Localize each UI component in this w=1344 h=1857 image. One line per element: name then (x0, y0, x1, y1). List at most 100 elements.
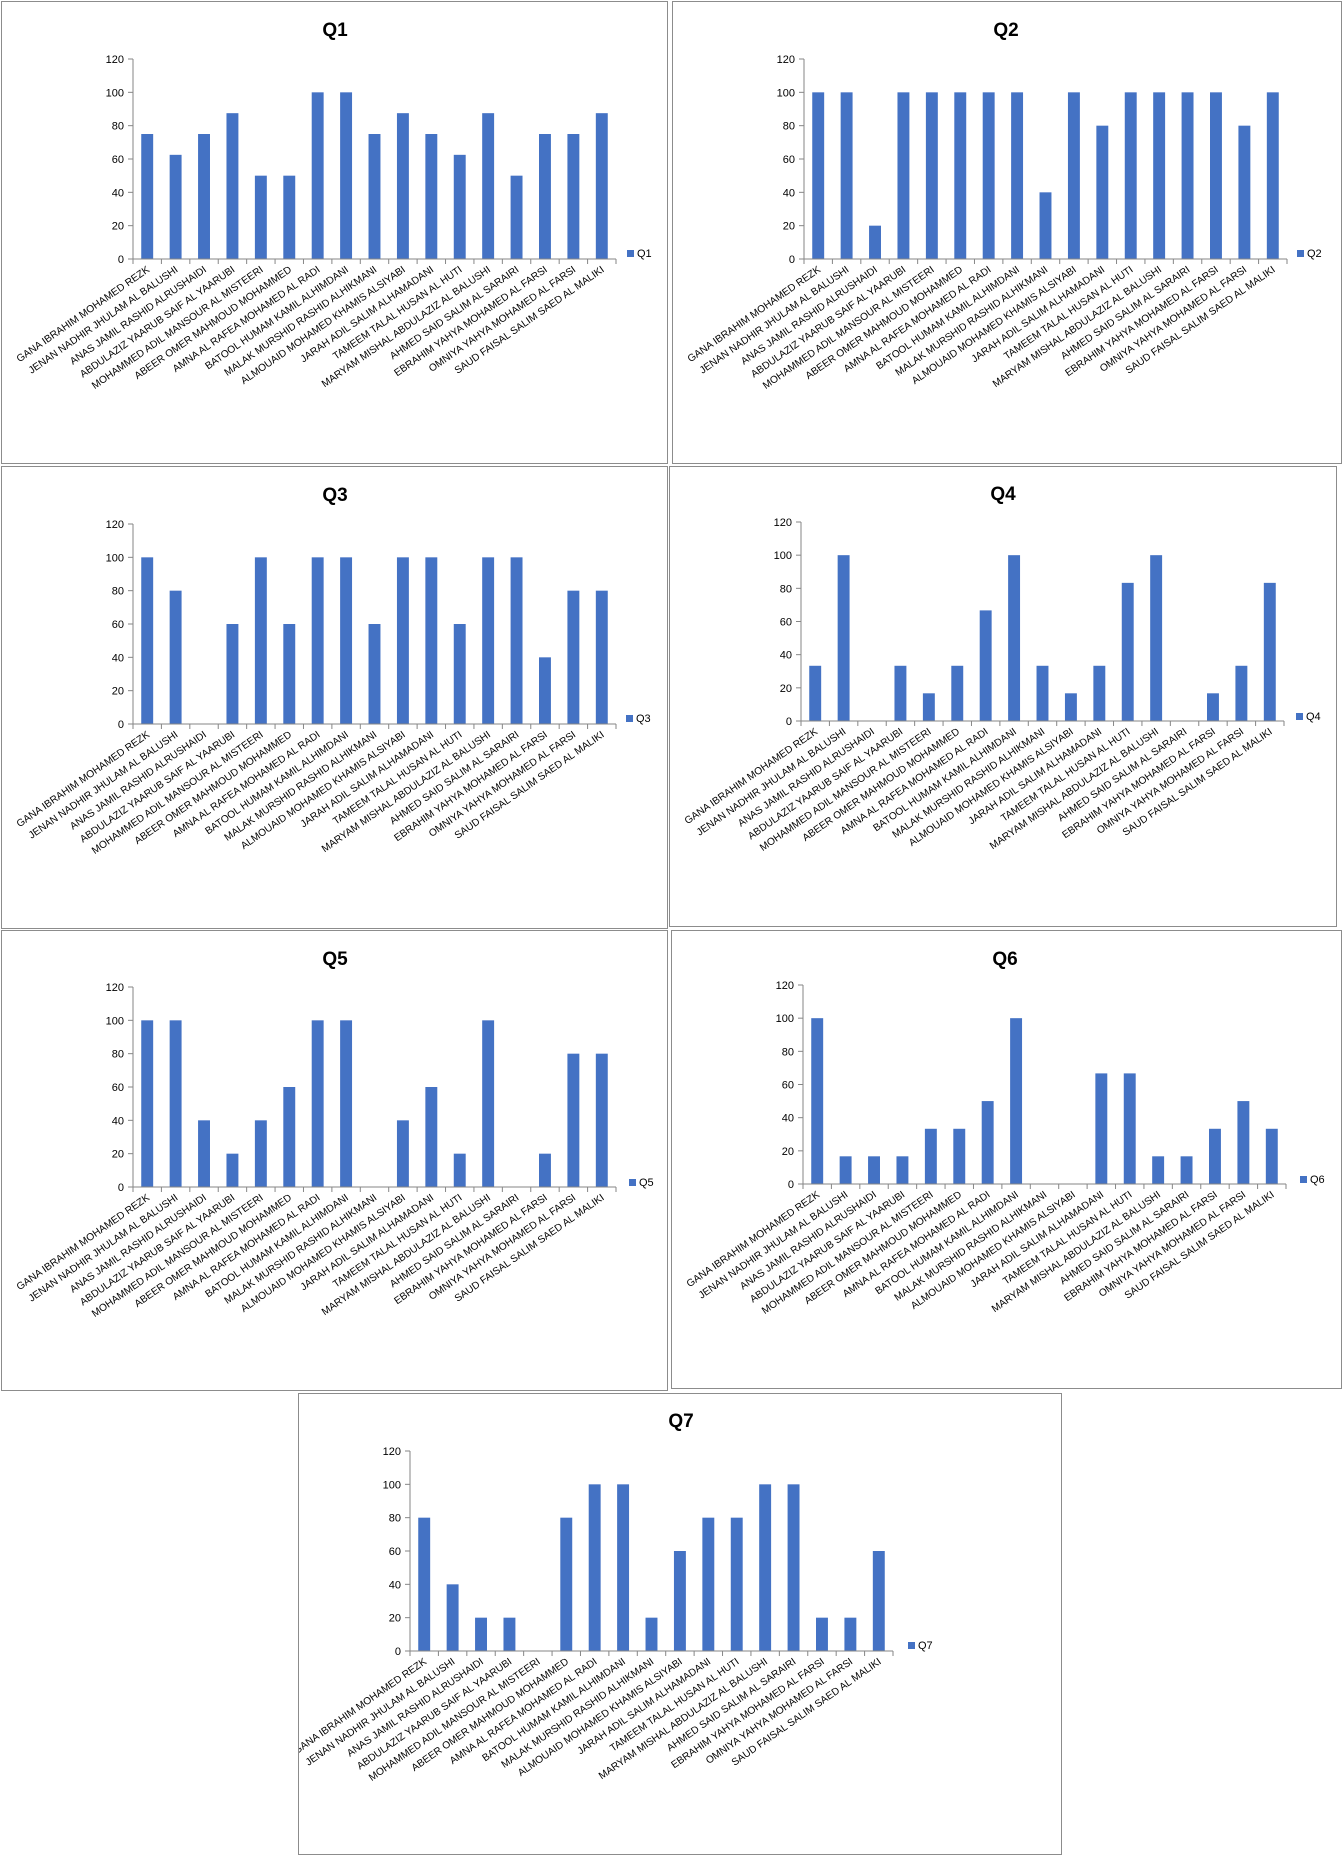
bar (567, 590, 580, 724)
y-tick-label: 60 (780, 617, 792, 629)
bar (226, 624, 239, 724)
y-tick-label: 0 (789, 254, 795, 266)
bar (368, 624, 381, 724)
y-tick-label: 60 (783, 154, 795, 166)
legend-label: Q7 (918, 1640, 933, 1652)
bar (311, 1020, 324, 1187)
bar (226, 113, 239, 259)
y-tick-label: 40 (780, 650, 792, 662)
bar (730, 1517, 743, 1651)
bar (1121, 582, 1134, 721)
chart-panel-q6: Q6 0 20 40 60 80 100 120 GANA IBRAHIM MOHAMED RE… (671, 930, 1342, 1389)
y-tick-label: 60 (112, 154, 124, 166)
y-tick-label: 60 (782, 1080, 794, 1092)
bar (979, 610, 992, 721)
bar (169, 590, 182, 724)
bar (311, 557, 324, 724)
bar (567, 1053, 580, 1187)
bar (1067, 92, 1080, 259)
bar (567, 134, 580, 259)
y-tick-label: 40 (112, 1115, 124, 1127)
bar (340, 92, 353, 259)
bar (925, 92, 938, 259)
legend-swatch (1296, 713, 1303, 720)
legend-label: Q4 (1306, 711, 1321, 723)
y-tick-label: 80 (112, 1049, 124, 1061)
bar (453, 154, 466, 259)
y-tick-label: 100 (383, 1479, 401, 1491)
bar (837, 555, 850, 721)
bar (953, 1128, 966, 1184)
bar (844, 1617, 857, 1651)
bar (1064, 693, 1077, 721)
bar (617, 1484, 630, 1651)
y-tick-label: 100 (774, 550, 792, 562)
legend-label: Q3 (636, 713, 651, 725)
bar (1095, 1073, 1108, 1184)
legend-label: Q1 (637, 248, 652, 260)
bar (198, 1120, 210, 1187)
chart-title: Q1 (322, 20, 348, 41)
y-tick-label: 40 (782, 1113, 794, 1125)
y-tick-label: 80 (112, 121, 124, 133)
y-tick-label: 20 (112, 221, 124, 233)
y-tick-label: 80 (389, 1513, 401, 1525)
bar (198, 134, 210, 259)
y-tick-label: 40 (112, 187, 124, 199)
bar (1008, 555, 1021, 721)
bar (254, 1120, 267, 1187)
y-tick-label: 0 (118, 1182, 124, 1194)
bar (595, 1053, 608, 1187)
chart-panel-q7: Q7 0 20 40 60 80 100 120 GANA IBRAHIM MOHAMED RE… (298, 1393, 1062, 1855)
bar (226, 1153, 239, 1187)
legend-swatch (1297, 250, 1304, 257)
bar (1209, 1128, 1221, 1184)
bar (141, 1020, 154, 1187)
y-tick-label: 0 (788, 1179, 794, 1191)
bar (1096, 125, 1109, 259)
bar (897, 92, 910, 259)
bar (896, 1156, 909, 1184)
bar (673, 1551, 686, 1651)
bar (475, 1617, 487, 1651)
legend-label: Q5 (639, 1177, 654, 1189)
bar (482, 1020, 495, 1187)
bar (1265, 1128, 1278, 1184)
bar (1010, 1018, 1023, 1184)
bar (868, 1156, 880, 1184)
bar (169, 1020, 182, 1187)
chart-title: Q2 (993, 20, 1018, 41)
y-tick-label: 60 (389, 1546, 401, 1558)
bar (560, 1517, 573, 1651)
bar (869, 225, 881, 259)
y-tick-label: 120 (776, 980, 794, 992)
bar (1124, 92, 1137, 259)
bar (539, 134, 551, 259)
bar (425, 557, 438, 724)
y-tick-label: 0 (118, 254, 124, 266)
y-tick-label: 20 (780, 683, 792, 695)
y-tick-label: 0 (395, 1646, 401, 1658)
bar (809, 665, 822, 721)
y-tick-label: 40 (389, 1579, 401, 1591)
bar (787, 1484, 800, 1651)
bar (510, 557, 523, 724)
bar (981, 1101, 994, 1184)
bar (924, 1128, 937, 1184)
chart-panel-q1: Q1 0 20 40 60 80 100 120 GANA IBRAHIM MOHAMED RE… (1, 1, 668, 464)
bar (840, 92, 853, 259)
y-tick-label: 0 (786, 716, 792, 728)
bar (396, 113, 409, 259)
bar (539, 657, 551, 724)
y-tick-label: 100 (777, 87, 795, 99)
bar (510, 175, 523, 259)
y-tick-label: 120 (106, 982, 124, 994)
bar (872, 1551, 885, 1651)
bar (283, 175, 296, 259)
bar (1181, 92, 1194, 259)
